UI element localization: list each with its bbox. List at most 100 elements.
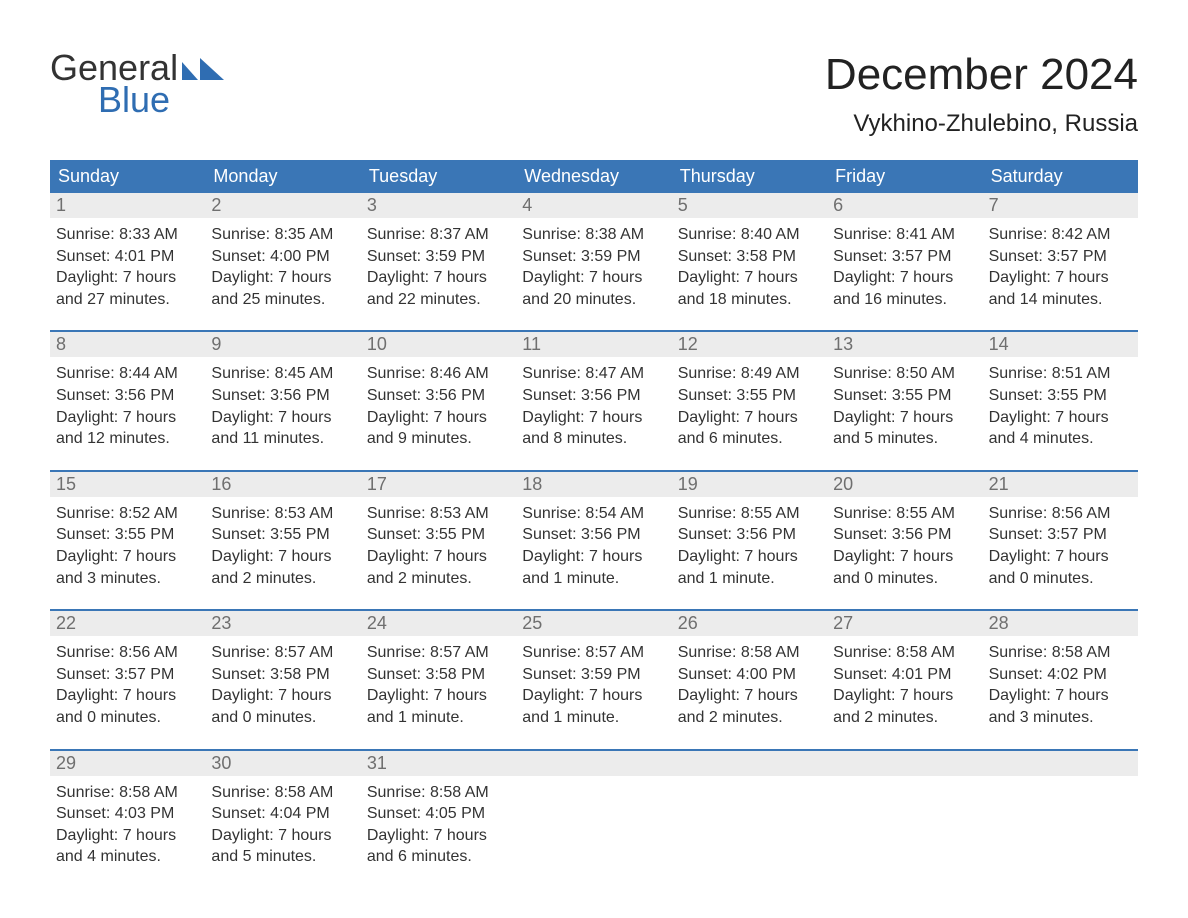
day-number: 27 xyxy=(827,611,982,636)
day-cell: Sunrise: 8:42 AMSunset: 3:57 PMDaylight:… xyxy=(983,218,1138,316)
day-sunset: Sunset: 3:59 PM xyxy=(522,246,665,268)
day-number: 20 xyxy=(827,472,982,497)
day-sunrise: Sunrise: 8:51 AM xyxy=(989,363,1132,385)
day-sunrise: Sunrise: 8:38 AM xyxy=(522,224,665,246)
day-sunrise: Sunrise: 8:57 AM xyxy=(522,642,665,664)
day-dl2: and 9 minutes. xyxy=(367,428,510,450)
day-number: 16 xyxy=(205,472,360,497)
day-dl1: Daylight: 7 hours xyxy=(56,407,199,429)
day-number: 17 xyxy=(361,472,516,497)
day-sunrise: Sunrise: 8:58 AM xyxy=(833,642,976,664)
day-sunrise: Sunrise: 8:54 AM xyxy=(522,503,665,525)
day-sunrise: Sunrise: 8:53 AM xyxy=(367,503,510,525)
day-sunset: Sunset: 3:55 PM xyxy=(833,385,976,407)
day-sunset: Sunset: 3:59 PM xyxy=(367,246,510,268)
day-dl2: and 0 minutes. xyxy=(833,568,976,590)
day-cell: Sunrise: 8:35 AMSunset: 4:00 PMDaylight:… xyxy=(205,218,360,316)
day-sunset: Sunset: 3:56 PM xyxy=(211,385,354,407)
day-number: 10 xyxy=(361,332,516,357)
day-dl2: and 2 minutes. xyxy=(833,707,976,729)
day-dl2: and 0 minutes. xyxy=(989,568,1132,590)
day-cell: Sunrise: 8:33 AMSunset: 4:01 PMDaylight:… xyxy=(50,218,205,316)
day-sunrise: Sunrise: 8:47 AM xyxy=(522,363,665,385)
day-sunset: Sunset: 3:58 PM xyxy=(678,246,821,268)
daynum-row: 293031 xyxy=(50,751,1138,776)
day-sunrise: Sunrise: 8:58 AM xyxy=(678,642,821,664)
day-dl2: and 25 minutes. xyxy=(211,289,354,311)
week-row: 15161718192021Sunrise: 8:52 AMSunset: 3:… xyxy=(50,470,1138,595)
day-cell: Sunrise: 8:53 AMSunset: 3:55 PMDaylight:… xyxy=(361,497,516,595)
day-dl2: and 14 minutes. xyxy=(989,289,1132,311)
month-title: December 2024 xyxy=(825,50,1138,100)
day-dl1: Daylight: 7 hours xyxy=(211,546,354,568)
day-cell: Sunrise: 8:55 AMSunset: 3:56 PMDaylight:… xyxy=(827,497,982,595)
day-sunrise: Sunrise: 8:37 AM xyxy=(367,224,510,246)
day-sunset: Sunset: 3:56 PM xyxy=(522,524,665,546)
week-row: 891011121314Sunrise: 8:44 AMSunset: 3:56… xyxy=(50,330,1138,455)
day-dl1: Daylight: 7 hours xyxy=(678,267,821,289)
day-cell: Sunrise: 8:57 AMSunset: 3:59 PMDaylight:… xyxy=(516,636,671,734)
day-number: 4 xyxy=(516,193,671,218)
day-dl2: and 11 minutes. xyxy=(211,428,354,450)
day-dl1: Daylight: 7 hours xyxy=(678,407,821,429)
day-cell: Sunrise: 8:37 AMSunset: 3:59 PMDaylight:… xyxy=(361,218,516,316)
day-dl2: and 0 minutes. xyxy=(211,707,354,729)
day-dl1: Daylight: 7 hours xyxy=(678,546,821,568)
day-dl2: and 6 minutes. xyxy=(367,846,510,868)
day-number: 6 xyxy=(827,193,982,218)
day-sunset: Sunset: 3:58 PM xyxy=(211,664,354,686)
day-dl1: Daylight: 7 hours xyxy=(678,685,821,707)
day-dl2: and 18 minutes. xyxy=(678,289,821,311)
daynum-row: 22232425262728 xyxy=(50,611,1138,636)
day-sunrise: Sunrise: 8:55 AM xyxy=(678,503,821,525)
calendar: Sunday Monday Tuesday Wednesday Thursday… xyxy=(50,160,1138,874)
day-sunset: Sunset: 3:55 PM xyxy=(56,524,199,546)
day-sunrise: Sunrise: 8:35 AM xyxy=(211,224,354,246)
day-dl1: Daylight: 7 hours xyxy=(833,407,976,429)
day-number xyxy=(672,751,827,776)
day-number: 18 xyxy=(516,472,671,497)
day-cell: Sunrise: 8:53 AMSunset: 3:55 PMDaylight:… xyxy=(205,497,360,595)
day-dl2: and 5 minutes. xyxy=(211,846,354,868)
day-sunset: Sunset: 3:56 PM xyxy=(367,385,510,407)
day-number: 24 xyxy=(361,611,516,636)
day-sunset: Sunset: 3:57 PM xyxy=(56,664,199,686)
title-block: December 2024 Vykhino-Zhulebino, Russia xyxy=(825,50,1138,138)
day-label: Saturday xyxy=(983,160,1138,193)
day-number xyxy=(983,751,1138,776)
day-dl2: and 20 minutes. xyxy=(522,289,665,311)
daydata-row: Sunrise: 8:58 AMSunset: 4:03 PMDaylight:… xyxy=(50,776,1138,874)
logo-word-2: Blue xyxy=(98,82,224,118)
day-cell: Sunrise: 8:38 AMSunset: 3:59 PMDaylight:… xyxy=(516,218,671,316)
day-dl1: Daylight: 7 hours xyxy=(211,825,354,847)
day-sunset: Sunset: 3:55 PM xyxy=(211,524,354,546)
day-dl1: Daylight: 7 hours xyxy=(56,685,199,707)
daynum-row: 15161718192021 xyxy=(50,472,1138,497)
day-dl2: and 4 minutes. xyxy=(989,428,1132,450)
day-label: Friday xyxy=(827,160,982,193)
day-dl1: Daylight: 7 hours xyxy=(833,267,976,289)
daydata-row: Sunrise: 8:33 AMSunset: 4:01 PMDaylight:… xyxy=(50,218,1138,316)
day-dl1: Daylight: 7 hours xyxy=(56,267,199,289)
day-dl2: and 1 minute. xyxy=(522,707,665,729)
day-sunrise: Sunrise: 8:45 AM xyxy=(211,363,354,385)
page: General Blue December 2024 Vykhino-Zhule… xyxy=(0,0,1188,904)
day-dl2: and 3 minutes. xyxy=(56,568,199,590)
day-sunrise: Sunrise: 8:56 AM xyxy=(56,642,199,664)
day-sunset: Sunset: 3:56 PM xyxy=(56,385,199,407)
day-number: 30 xyxy=(205,751,360,776)
day-dl2: and 2 minutes. xyxy=(211,568,354,590)
day-cell: Sunrise: 8:44 AMSunset: 3:56 PMDaylight:… xyxy=(50,357,205,455)
day-number: 2 xyxy=(205,193,360,218)
day-sunset: Sunset: 3:58 PM xyxy=(367,664,510,686)
day-sunset: Sunset: 3:57 PM xyxy=(989,524,1132,546)
day-sunrise: Sunrise: 8:58 AM xyxy=(367,782,510,804)
day-cell: Sunrise: 8:57 AMSunset: 3:58 PMDaylight:… xyxy=(205,636,360,734)
day-number: 8 xyxy=(50,332,205,357)
day-number: 28 xyxy=(983,611,1138,636)
day-sunset: Sunset: 4:02 PM xyxy=(989,664,1132,686)
day-sunrise: Sunrise: 8:44 AM xyxy=(56,363,199,385)
day-dl1: Daylight: 7 hours xyxy=(522,267,665,289)
day-dl2: and 4 minutes. xyxy=(56,846,199,868)
day-number: 19 xyxy=(672,472,827,497)
